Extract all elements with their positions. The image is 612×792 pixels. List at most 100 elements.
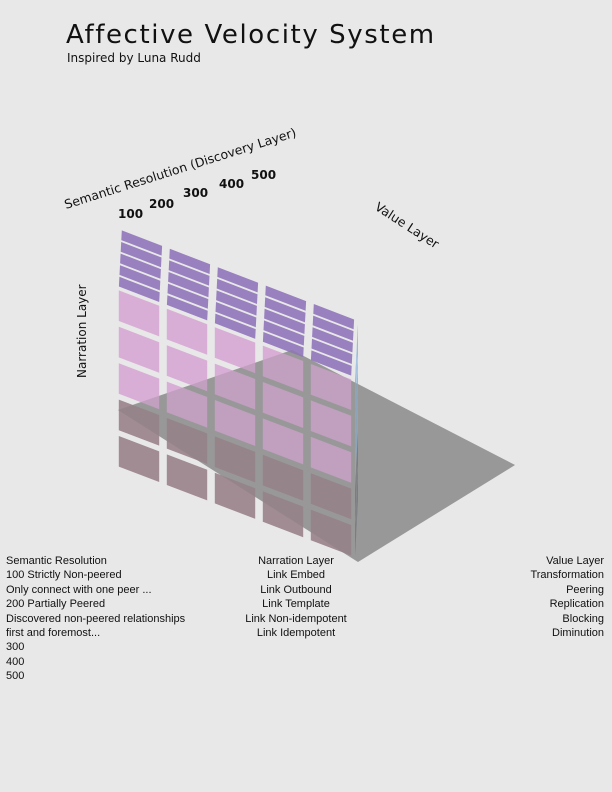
side-cell — [357, 433, 358, 474]
front-cell — [118, 290, 160, 337]
front-cell — [118, 436, 160, 482]
side-cell — [356, 481, 358, 522]
legend-item: Link Non-idempotent — [245, 612, 347, 625]
top-cell — [214, 313, 256, 339]
side-cell — [355, 515, 356, 557]
side-cell — [356, 335, 358, 376]
front-cell — [214, 400, 256, 446]
front-cell — [214, 472, 256, 519]
side-cell — [357, 360, 358, 401]
side-cell — [357, 469, 358, 510]
side-cell — [355, 443, 356, 484]
top-cell — [168, 260, 210, 286]
side-cell — [356, 419, 357, 461]
legend-item: Link Template — [262, 598, 330, 611]
top-cell — [167, 283, 209, 309]
front-cell — [310, 509, 352, 556]
side-cell — [356, 347, 357, 388]
tick-label: 400 — [219, 177, 244, 191]
legend-item: Peering — [566, 583, 604, 596]
page-title: Affective Velocity System — [66, 20, 436, 50]
front-cell — [310, 436, 352, 483]
side-cell — [355, 467, 357, 509]
page-subtitle: Inspired by Luna Rudd — [67, 51, 201, 65]
narration-axis-label: Narration Layer — [75, 284, 89, 378]
front-cell — [166, 345, 208, 392]
side-cell — [356, 408, 358, 449]
front-cell — [166, 308, 208, 355]
front-cell — [262, 454, 304, 501]
legend-item: Diminution — [552, 627, 604, 640]
top-cell — [264, 308, 305, 334]
front-cell — [310, 364, 352, 410]
lower-shading — [118, 350, 515, 562]
front-cell — [166, 418, 208, 464]
side-cell — [357, 396, 358, 437]
side-cell — [356, 492, 357, 533]
side-cell — [355, 406, 356, 447]
top-cell — [120, 242, 162, 268]
side-cell — [357, 323, 358, 365]
front-cell — [214, 327, 256, 374]
side-cell — [355, 479, 356, 520]
front-cell — [118, 399, 160, 446]
front-cell — [262, 345, 304, 392]
top-cell — [312, 327, 353, 353]
tick-label: 200 — [149, 197, 174, 211]
top-cell — [263, 320, 305, 346]
side-cell — [355, 395, 357, 436]
side-cell — [356, 371, 358, 413]
front-cell — [262, 382, 304, 428]
value-layer-legend: Value Layer Transformation Peering Repli… — [530, 554, 604, 640]
cube-faces — [118, 230, 358, 557]
front-cell — [310, 473, 352, 520]
top-cell — [166, 295, 208, 321]
legend-item: 200 Partially Peered — [6, 598, 106, 611]
legend-heading: Narration Layer — [258, 555, 334, 567]
top-cell — [265, 285, 307, 311]
legend-heading: Value Layer — [546, 555, 604, 567]
top-cell — [312, 315, 354, 341]
side-cell — [355, 358, 357, 399]
top-cell — [310, 350, 352, 376]
legend-item: Blocking — [562, 612, 604, 625]
top-cell — [169, 248, 211, 274]
legend-item: Transformation — [530, 569, 604, 582]
front-cell — [118, 363, 160, 410]
front-cell — [214, 436, 256, 483]
legend-item: Only connect with one peer ... — [6, 583, 152, 596]
legend-item: Link Outbound — [260, 583, 332, 596]
top-cell — [216, 290, 257, 316]
side-cell — [356, 383, 357, 424]
legend-item: Discovered non-peered relationships — [6, 612, 186, 625]
top-cell — [121, 230, 163, 256]
legend-heading: Semantic Resolution — [6, 555, 107, 567]
legend-item: 400 — [6, 655, 25, 668]
top-cell — [311, 338, 353, 364]
legend-item: 100 Strictly Non-peered — [6, 569, 122, 582]
legend-item: 500 — [6, 670, 25, 683]
top-cell — [168, 272, 209, 298]
side-cell — [355, 504, 357, 545]
front-cell — [310, 400, 352, 447]
narration-layer-legend: Narration Layer Link Embed Link Outbound… — [211, 554, 381, 640]
top-cell — [120, 253, 161, 279]
tick-label: 300 — [183, 186, 208, 200]
front-cell — [166, 454, 208, 501]
side-cell — [355, 431, 357, 472]
front-cell — [214, 363, 256, 410]
top-cell — [118, 276, 160, 302]
top-cell — [216, 278, 258, 304]
tick-label: 100 — [118, 207, 143, 221]
cross-section-overlay — [118, 350, 515, 562]
side-cell — [356, 456, 357, 497]
top-cell — [217, 267, 259, 293]
front-cell — [166, 381, 208, 428]
front-cell — [262, 491, 304, 538]
legend-item: Link Embed — [266, 569, 326, 582]
top-cell — [264, 297, 306, 323]
side-cell — [356, 444, 358, 485]
legend-item: 300 — [6, 641, 25, 654]
front-cell — [118, 326, 160, 373]
